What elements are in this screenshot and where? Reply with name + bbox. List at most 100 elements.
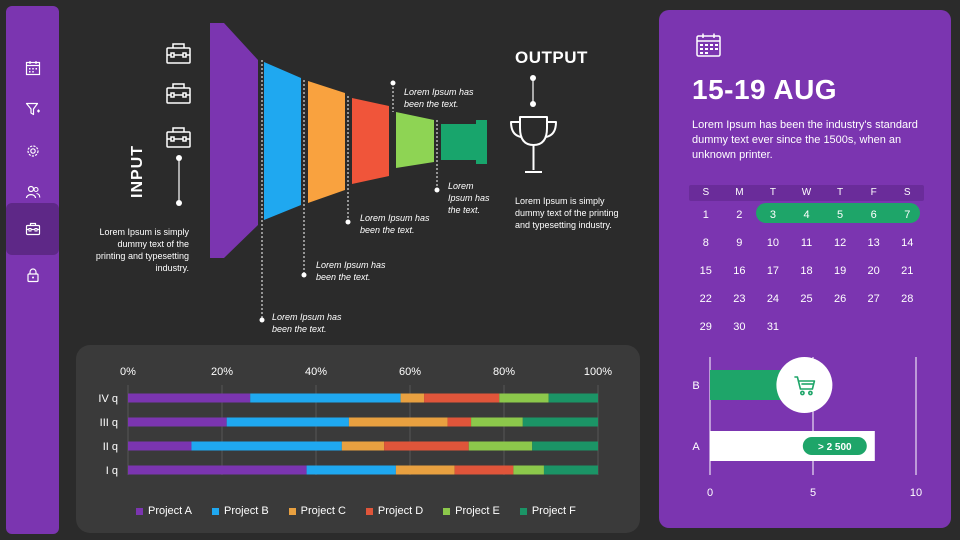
legend-swatch	[212, 507, 220, 515]
sidebar-item-users[interactable]	[6, 171, 59, 213]
calendar-day[interactable]: 9	[736, 237, 743, 249]
calendar-day[interactable]: 17	[766, 265, 780, 277]
calendar-day[interactable]: 19	[833, 265, 847, 277]
sidebar-item-funnel[interactable]	[6, 88, 59, 130]
sidebar-item-settings[interactable]	[6, 130, 59, 172]
calendar-day[interactable]: 24	[766, 293, 780, 305]
calendar-day[interactable]: 29	[699, 321, 712, 333]
trophy-icon	[510, 116, 557, 173]
output-note: Lorem Ipsum is simply dummy text of the …	[515, 196, 619, 230]
legend-label: Project F	[531, 505, 576, 517]
calendar-day[interactable]: 15	[699, 265, 712, 277]
legend-swatch	[443, 507, 451, 515]
funnel-stage-6	[441, 120, 487, 164]
bar-segment	[532, 441, 598, 451]
bar-segment	[250, 393, 401, 403]
calendar-day[interactable]: 18	[800, 265, 813, 277]
calendar-day[interactable]: 3	[769, 209, 776, 221]
bar-segment	[128, 441, 192, 451]
bar-segment	[348, 417, 448, 427]
calendar-day[interactable]: 27	[867, 293, 880, 305]
calendar-day[interactable]: 1	[702, 209, 709, 221]
bar-segment	[341, 441, 385, 451]
calendar-day[interactable]: 13	[867, 237, 880, 249]
sidebar-item-calendar[interactable]	[6, 47, 59, 89]
bar-segment	[128, 417, 227, 427]
funnel-stage-2	[264, 62, 301, 220]
calendar-day[interactable]: 30	[733, 321, 746, 333]
calendar-day[interactable]: 26	[833, 293, 847, 305]
bar-segment	[468, 441, 533, 451]
legend-label: Project C	[300, 505, 346, 517]
sidebar-item-lock[interactable]	[6, 254, 59, 296]
toolbox-icon	[166, 43, 191, 64]
chart-legend: Project A Project B Project C Project D Proj…	[136, 505, 576, 517]
calendar-week: 8 9 10 11 12 13 14	[689, 229, 924, 257]
calendar-day[interactable]: 7	[904, 209, 911, 221]
toolbox-icon	[166, 83, 191, 104]
step-note-5: Lorem Ipsum has the text.	[448, 181, 490, 215]
calendar-day[interactable]: 22	[699, 293, 712, 305]
weekday-label: S	[702, 187, 710, 198]
calendar-day[interactable]: 11	[800, 237, 813, 249]
bar-segment	[226, 417, 349, 427]
calendar-day[interactable]: 4	[803, 209, 810, 221]
calendar-icon	[696, 33, 721, 57]
legend-item: Project A	[136, 505, 192, 517]
toolbox-icon	[25, 222, 40, 236]
date-description: Lorem Ipsum has been the industry's stan…	[692, 119, 918, 161]
cart-icon	[794, 376, 816, 396]
bar-segment	[384, 441, 469, 451]
calendar-week: 29 30 31	[689, 313, 924, 341]
calendar-day[interactable]: 5	[837, 209, 844, 221]
legend-swatch	[365, 507, 373, 515]
calendar-day[interactable]: 12	[833, 237, 847, 249]
calendar-day[interactable]: 14	[901, 237, 914, 249]
legend-swatch	[136, 507, 143, 515]
calendar-day[interactable]: 28	[901, 293, 914, 305]
value-badge-label: > 2 500	[818, 442, 852, 453]
bar-segment	[548, 393, 598, 403]
calendar-day[interactable]: 31	[766, 321, 780, 333]
bar-segment	[543, 465, 598, 475]
bar-segment	[400, 393, 425, 403]
legend-item: Project B	[212, 505, 269, 517]
legend-label: Project E	[455, 505, 500, 517]
step-note-2: Lorem Ipsum has been the text.	[316, 260, 386, 282]
y-category-label: III q	[100, 417, 118, 429]
legend-swatch	[519, 507, 527, 515]
calendar-week: 22 23 24 25 26 27 28	[689, 285, 924, 313]
sidebar-item-toolbox[interactable]	[6, 203, 59, 255]
funnel-icon	[25, 102, 40, 116]
bar-segment	[522, 417, 598, 427]
x-tick-label: 60%	[399, 366, 421, 378]
calendar-week: 1 2 3 4 5 6 7	[689, 201, 924, 229]
sidebar	[6, 6, 59, 534]
calendar-day[interactable]: 16	[733, 265, 746, 277]
schedule-panel: 15-19 AUG Lorem Ipsum has been the indus…	[659, 10, 951, 528]
calendar-day[interactable]: 25	[800, 293, 813, 305]
bar-chart-canvas: 0% 20% 40% 60% 80% 100% IV q III q II q I q	[98, 366, 612, 477]
calendar-day[interactable]: 8	[702, 237, 709, 249]
y-category-label: A	[692, 441, 700, 453]
calendar-day[interactable]: 23	[733, 293, 746, 305]
calendar-day[interactable]: 2	[736, 209, 743, 221]
calendar-day[interactable]: 20	[867, 265, 880, 277]
bar-segment	[454, 465, 514, 475]
calendar-day[interactable]: 10	[766, 237, 780, 249]
bar-segment	[191, 441, 342, 451]
lock-icon	[26, 268, 39, 283]
calendar-days: 1 2 3 4 5 6 7 8 9 10 11 12 13 14 15 16 17 18 19 20 21 22 23 24 2…	[689, 201, 924, 341]
bar-segment	[395, 465, 455, 475]
calendar-day[interactable]: 6	[870, 209, 877, 221]
date-range-title: 15-19 AUG	[692, 74, 838, 105]
x-tick-label: 0	[707, 487, 713, 499]
toolbox-icon	[166, 127, 191, 148]
funnel-stage-5	[396, 112, 434, 168]
calendar-day[interactable]: 21	[901, 265, 914, 277]
bar-segment	[513, 465, 544, 475]
funnel-leaders	[261, 60, 438, 320]
mini-bar-chart: 0 5 10 B A > 2 500	[692, 357, 922, 499]
